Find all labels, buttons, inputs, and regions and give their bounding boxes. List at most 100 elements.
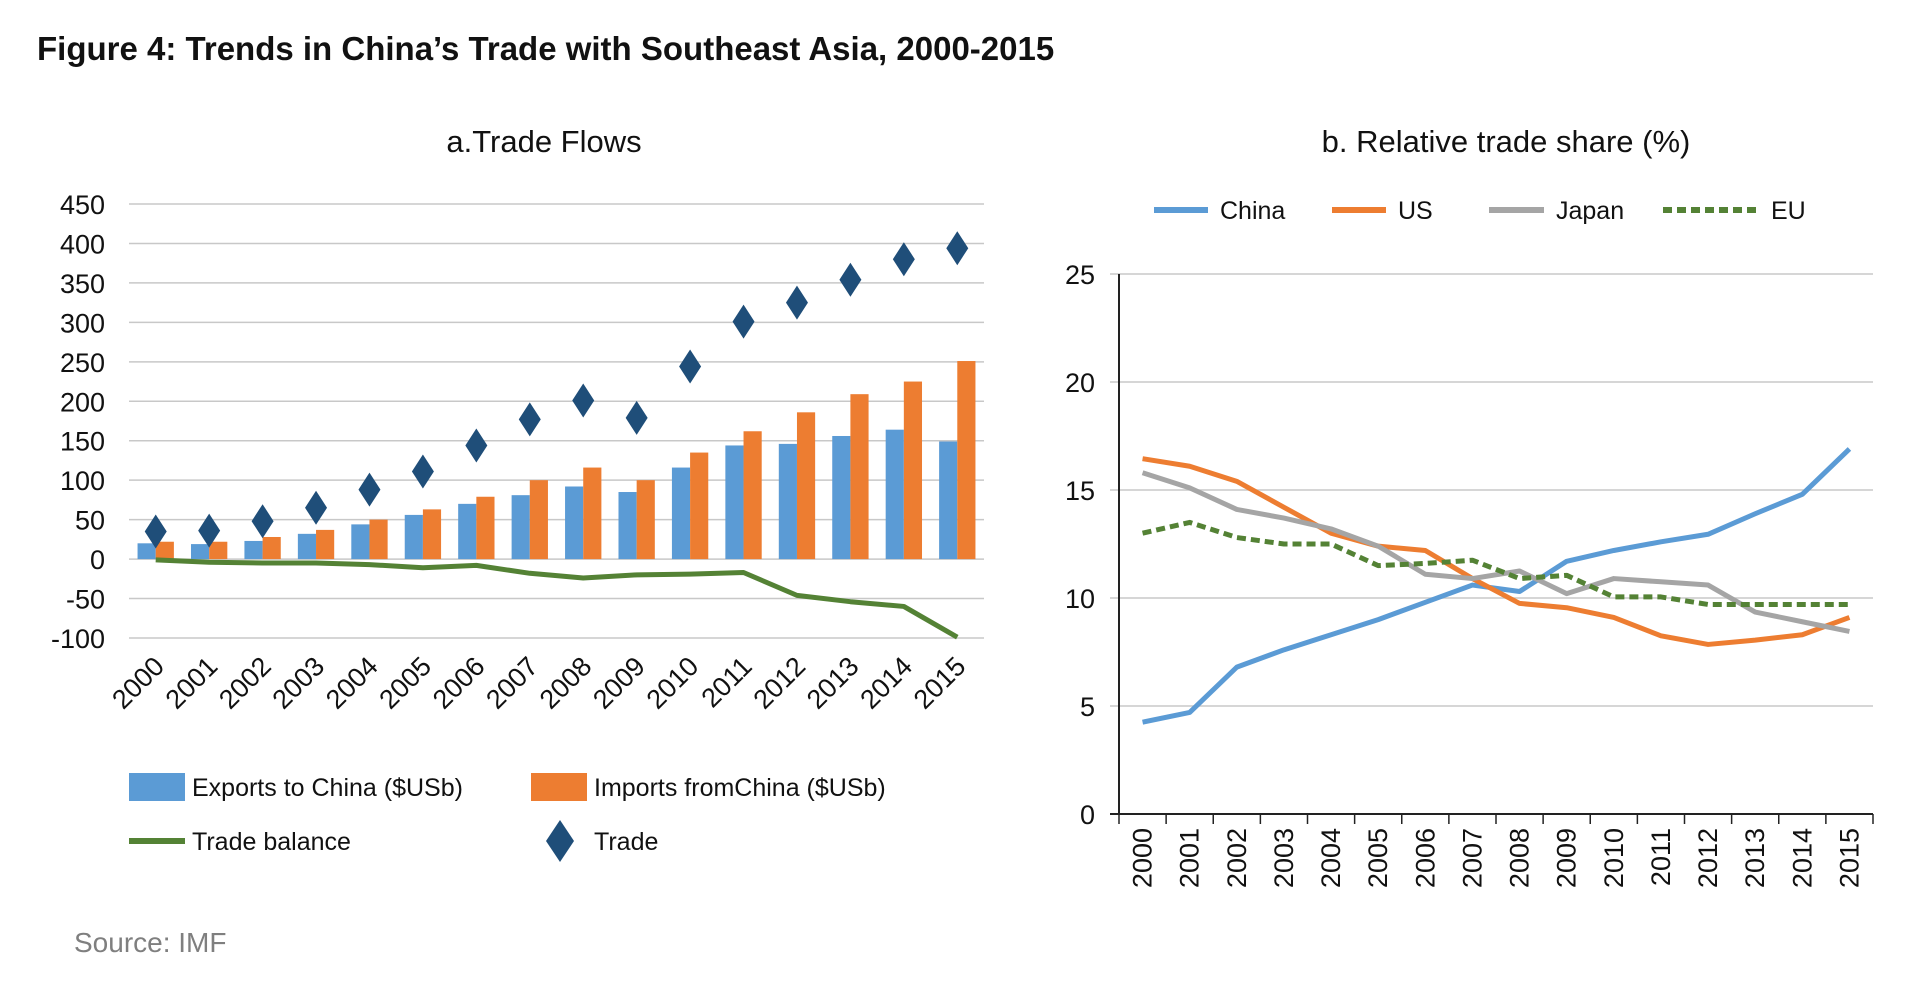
y-tick-label: 350 [60,269,105,299]
x-tick-label: 2010 [1599,828,1629,888]
bar-exports [725,445,744,560]
bar-exports [404,514,423,560]
legend-label: Japan [1556,197,1624,225]
chart-b-title: b. Relative trade share (%) [1322,124,1691,159]
bar-exports [297,533,317,560]
y-tick-label: 150 [60,427,105,457]
bar-imports [476,496,495,560]
bar-exports [190,544,210,560]
legend-swatch [129,773,185,801]
trade-flows-chart: 450400350300250200150100500-50-100200020… [51,190,984,862]
bar-exports [832,435,851,560]
y-tick-label: 20 [1065,368,1095,398]
trade-marker [251,504,274,539]
x-tick-label: 2010 [641,651,705,715]
trade-balance-line [155,557,959,640]
trade-marker [892,242,915,277]
bar-exports [458,503,477,560]
x-tick-label: 2007 [480,651,544,715]
x-tick-label: 2013 [1740,828,1770,888]
bar-exports [939,441,958,560]
x-tick-label: 2012 [748,651,812,715]
x-tick-label: 2004 [1316,828,1346,888]
y-tick-label: 400 [60,229,105,259]
bar-imports [316,529,335,560]
bar-imports [529,480,548,560]
y-tick-label: 100 [60,466,105,496]
legend-swatch [531,773,587,801]
source-note: Source: IMF [74,927,226,958]
legend-label: Trade balance [192,828,351,856]
bar-imports [369,519,388,560]
bar-exports [351,524,370,560]
legend-label: China [1220,197,1285,225]
x-tick-label: 2009 [587,651,651,715]
trade-marker [572,383,595,418]
bar-imports [636,480,655,560]
x-tick-label: 2006 [1410,828,1440,888]
legend-marker [546,820,574,862]
y-tick-label: -50 [66,585,105,615]
bar-imports [796,412,816,560]
bar-exports [244,540,263,560]
bar-exports [137,543,156,560]
trade-marker [305,490,328,525]
bar-imports [262,536,281,560]
bar-imports [903,381,923,560]
trade-marker [198,513,221,548]
bar-imports [690,452,709,560]
x-tick-label: 2012 [1693,828,1723,888]
x-tick-label: 2014 [854,651,918,715]
y-tick-label: 0 [90,545,105,575]
x-tick-label: 2001 [160,651,224,715]
y-tick-label: 450 [60,190,105,220]
figure-title: Figure 4: Trends in China’s Trade with S… [37,30,1054,67]
bar-imports [422,509,442,560]
y-tick-label: 15 [1065,476,1095,506]
legend-label: Exports to China ($USb) [192,774,463,802]
bar-imports [957,361,976,560]
x-tick-label: 2008 [1505,828,1535,888]
bar-imports [743,431,762,560]
legend-label: US [1398,197,1433,225]
bar-exports [565,486,584,560]
y-tick-label: 200 [60,387,105,417]
bar-exports [511,495,530,560]
x-tick-label: 2006 [427,651,491,715]
y-tick-label: 25 [1065,260,1095,290]
trade-marker [625,400,648,435]
trade-marker [785,285,808,320]
x-tick-label: 2008 [534,651,598,715]
y-tick-label: -100 [51,624,105,654]
bar-exports [885,429,904,560]
x-tick-label: 2015 [908,651,972,715]
x-tick-label: 2007 [1457,828,1487,888]
bar-exports [671,467,691,560]
bar-imports [583,467,602,560]
chart-a-title: a.Trade Flows [446,124,641,159]
y-tick-label: 10 [1065,584,1095,614]
trade-marker [358,472,381,507]
trade-marker [946,231,969,266]
line-eu [1142,519,1850,607]
x-tick-label: 2013 [801,651,865,715]
trade-marker [518,402,541,437]
y-tick-label: 300 [60,308,105,338]
x-tick-label: 2014 [1787,828,1817,888]
x-tick-label: 2015 [1834,828,1864,888]
bar-exports [618,492,637,560]
x-tick-label: 2000 [106,651,170,715]
x-tick-label: 2004 [320,651,384,715]
legend-label: EU [1771,197,1806,225]
x-tick-label: 2005 [373,651,437,715]
trade-marker [732,304,755,339]
trade-marker [144,514,167,549]
legend-label: Imports fromChina ($USb) [594,774,886,802]
x-tick-label: 2002 [213,651,277,715]
bar-imports [209,541,228,560]
x-tick-label: 2011 [1646,828,1676,886]
trade-marker [839,262,862,297]
y-tick-label: 50 [75,506,105,536]
